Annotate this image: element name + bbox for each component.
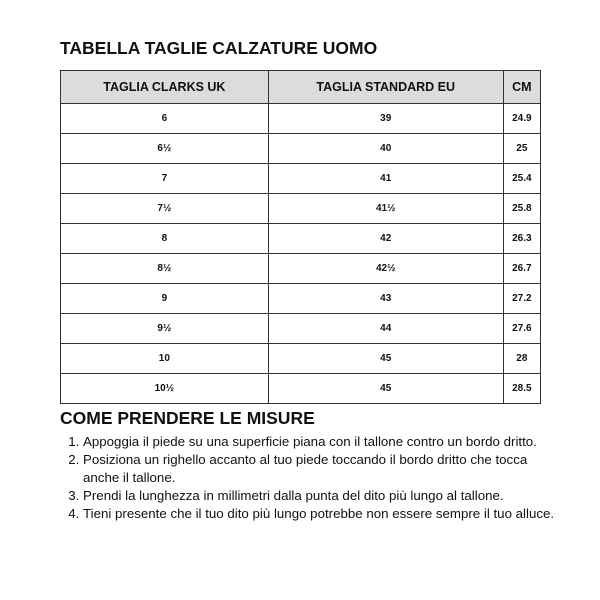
table-row: 6 39 24.9 bbox=[60, 103, 542, 134]
cell-cm: 24.9 bbox=[502, 103, 542, 134]
table-row: 7 41 25.4 bbox=[60, 163, 542, 194]
cell-uk-size: 6 bbox=[60, 103, 269, 134]
size-table: TAGLIA CLARKS UK TAGLIA STANDARD EU CM 6… bbox=[60, 70, 542, 404]
cell-uk-size: 10 bbox=[60, 343, 269, 374]
cell-cm: 26.3 bbox=[502, 223, 542, 254]
cell-cm: 25 bbox=[502, 133, 542, 164]
table-row: 8½ 42½ 26.7 bbox=[60, 253, 542, 284]
table-row: 7½ 41½ 25.8 bbox=[60, 193, 542, 224]
cell-uk-size: 8 bbox=[60, 223, 269, 254]
cell-eu-size: 45 bbox=[267, 373, 504, 404]
section-title: COME PRENDERE LE MISURE bbox=[60, 408, 315, 428]
table-row: 10½ 45 28.5 bbox=[60, 373, 542, 404]
table-header-row: TAGLIA CLARKS UK TAGLIA STANDARD EU CM bbox=[60, 70, 542, 104]
table-row: 10 45 28 bbox=[60, 343, 542, 374]
cell-cm: 25.8 bbox=[502, 193, 542, 224]
table-row: 9 43 27.2 bbox=[60, 283, 542, 314]
header-uk: TAGLIA CLARKS UK bbox=[60, 70, 269, 104]
cell-cm: 26.7 bbox=[502, 253, 542, 284]
step-item: Posiziona un righello accanto al tuo pie… bbox=[83, 451, 563, 487]
cell-uk-size: 6½ bbox=[60, 133, 269, 164]
step-item: Appoggia il piede su una superficie pian… bbox=[83, 433, 563, 451]
table-row: 8 42 26.3 bbox=[60, 223, 542, 254]
steps-list: Appoggia il piede su una superficie pian… bbox=[67, 433, 563, 523]
cell-cm: 27.6 bbox=[502, 313, 542, 344]
cell-cm: 25.4 bbox=[502, 163, 542, 194]
header-eu: TAGLIA STANDARD EU bbox=[267, 70, 504, 104]
table-row: 6½ 40 25 bbox=[60, 133, 542, 164]
cell-eu-size: 42 bbox=[267, 223, 504, 254]
cell-eu-size: 41½ bbox=[267, 193, 504, 224]
cell-cm: 27.2 bbox=[502, 283, 542, 314]
cell-eu-size: 40 bbox=[267, 133, 504, 164]
cell-eu-size: 42½ bbox=[267, 253, 504, 284]
cell-cm: 28.5 bbox=[502, 373, 542, 404]
cell-eu-size: 43 bbox=[267, 283, 504, 314]
step-item: Prendi la lunghezza in millimetri dalla … bbox=[83, 487, 563, 505]
cell-uk-size: 7 bbox=[60, 163, 269, 194]
cell-uk-size: 9 bbox=[60, 283, 269, 314]
cell-uk-size: 10½ bbox=[60, 373, 269, 404]
step-item: Tieni presente che il tuo dito più lungo… bbox=[83, 505, 563, 523]
page-title: TABELLA TAGLIE CALZATURE UOMO bbox=[60, 38, 378, 58]
cell-uk-size: 7½ bbox=[60, 193, 269, 224]
cell-eu-size: 39 bbox=[267, 103, 504, 134]
table-row: 9½ 44 27.6 bbox=[60, 313, 542, 344]
cell-cm: 28 bbox=[502, 343, 542, 374]
cell-eu-size: 41 bbox=[267, 163, 504, 194]
cell-eu-size: 44 bbox=[267, 313, 504, 344]
cell-eu-size: 45 bbox=[267, 343, 504, 374]
header-cm: CM bbox=[502, 70, 542, 104]
cell-uk-size: 9½ bbox=[60, 313, 269, 344]
cell-uk-size: 8½ bbox=[60, 253, 269, 284]
